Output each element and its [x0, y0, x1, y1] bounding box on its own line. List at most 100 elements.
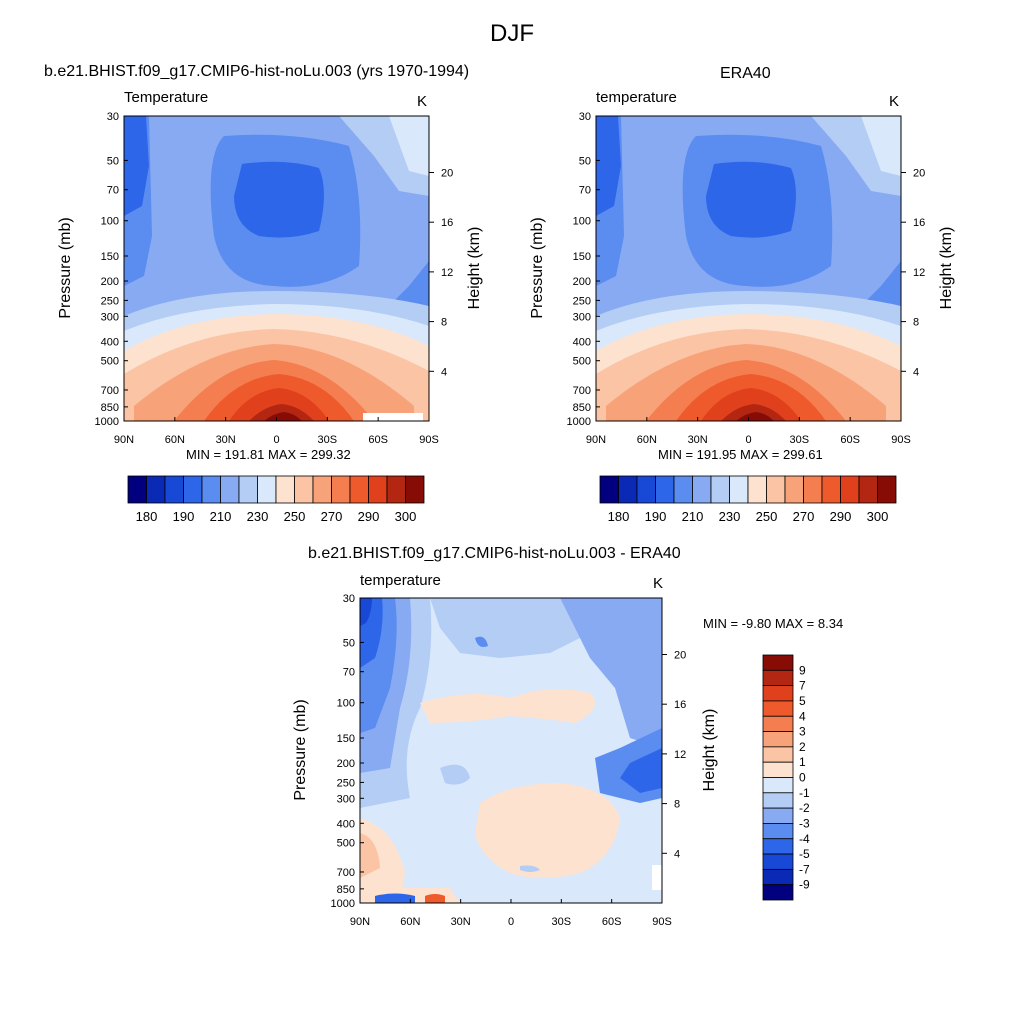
diff-contour-field — [360, 598, 662, 903]
diff-pressure-tick-label: 300 — [337, 793, 355, 805]
era-panel-title: ERA40 — [720, 65, 771, 82]
era-lat-tick-label: 60N — [637, 434, 657, 446]
model-cb-colorbar-box — [257, 475, 277, 504]
era-cb-colorbar-label: 210 — [682, 509, 704, 524]
diff-cb-colorbar-box — [762, 685, 794, 702]
model-cb-colorbar-box — [331, 475, 351, 504]
diff-cb-colorbar-box — [762, 868, 794, 886]
model-pressure-tick-label: 70 — [107, 185, 119, 197]
diff-ylabel-pressure: Pressure (mb) — [292, 699, 309, 800]
diff-cb-colorbar-box — [762, 792, 794, 809]
era-pressure-tick-label: 70 — [579, 185, 591, 197]
era-height-tick-label: 12 — [913, 267, 925, 279]
diff-cb-colorbar-label: 0 — [799, 771, 806, 785]
model-cb-colorbar-box — [183, 475, 203, 504]
diff-cb-colorbar-label: 1 — [799, 755, 806, 769]
diff-pressure-tick-label: 200 — [337, 758, 355, 770]
era-lat-tick-label: 90N — [586, 434, 606, 446]
diff-cb-colorbar-box — [762, 746, 794, 763]
diff-cb-colorbar-label: 3 — [799, 725, 806, 739]
era-ylabel-height: Height (km) — [938, 227, 955, 310]
era-ylabel-pressure: Pressure (mb) — [529, 217, 546, 318]
era-pressure-tick-label: 250 — [573, 295, 591, 307]
model-pressure-tick-label: 50 — [107, 155, 119, 167]
model-variable-label: Temperature — [124, 89, 209, 106]
model-height-tick-label: 12 — [441, 267, 453, 279]
diff-height-tick-label: 16 — [674, 699, 686, 711]
era-minmax: MIN = 191.95 MAX = 299.61 — [658, 447, 823, 462]
era-lat-tick-label: 30S — [790, 434, 810, 446]
diff-ylabel-height: Height (km) — [701, 709, 718, 792]
diff-cb-colorbar-box — [762, 884, 794, 901]
model-pressure-tick-label: 400 — [101, 336, 119, 348]
model-cb-colorbar-label: 210 — [210, 509, 232, 524]
diff-height-tick-label: 8 — [674, 799, 680, 811]
diff-lat-tick-label: 30N — [451, 916, 471, 928]
model-pressure-tick-label: 300 — [101, 311, 119, 323]
era-cb-colorbar-box — [710, 475, 730, 504]
era-lat-tick-label: 90S — [891, 434, 911, 446]
model-pressure-tick-label: 150 — [101, 251, 119, 263]
model-lat-tick-label: 90S — [419, 434, 439, 446]
era-height-tick-label: 20 — [913, 167, 925, 179]
diff-cb-colorbar-label: -9 — [799, 878, 810, 892]
axis-ticks-layer: 3050701001502002503004005007008501000201… — [95, 111, 926, 928]
era-pressure-tick-label: 200 — [573, 276, 591, 288]
model-cb-colorbar-label: 250 — [284, 509, 306, 524]
model-pressure-tick-label: 250 — [101, 295, 119, 307]
model-lat-tick-label: 60S — [368, 434, 388, 446]
era-pressure-tick-label: 1000 — [567, 416, 591, 428]
model-pressure-tick-label: 200 — [101, 276, 119, 288]
era-pressure-tick-label: 500 — [573, 356, 591, 368]
diff-cb-colorbar-box — [762, 700, 794, 717]
era-cb-colorbar-label: 270 — [793, 509, 815, 524]
era-height-tick-label: 8 — [913, 317, 919, 329]
model-cb-colorbar-box — [275, 475, 295, 504]
model-cb-colorbar-box — [201, 475, 221, 504]
diff-lat-tick-label: 30S — [552, 916, 572, 928]
model-pressure-tick-label: 30 — [107, 111, 119, 123]
era-height-tick-label: 16 — [913, 217, 925, 229]
diff-cb-colorbar-label: 2 — [799, 740, 806, 754]
era-lat-tick-label: 30N — [688, 434, 708, 446]
diff-pressure-tick-label: 1000 — [331, 898, 355, 910]
era-pressure-tick-label: 100 — [573, 216, 591, 228]
model-cb-colorbar-box — [312, 475, 332, 504]
model-pressure-tick-label: 500 — [101, 356, 119, 368]
diff-cb-colorbar-box — [762, 654, 794, 671]
diff-cb-colorbar-box — [762, 669, 794, 687]
era-pressure-tick-label: 300 — [573, 311, 591, 323]
model-cb-colorbar-box — [294, 475, 314, 504]
model-minmax: MIN = 191.81 MAX = 299.32 — [186, 447, 351, 462]
diff-pressure-tick-label: 400 — [337, 818, 355, 830]
era-cb-colorbar-label: 300 — [867, 509, 889, 524]
era-lat-tick-label: 60S — [840, 434, 860, 446]
era-contour-field — [596, 116, 901, 421]
diff-cb-colorbar-box — [762, 807, 794, 824]
era-cb-colorbar-label: 190 — [645, 509, 667, 524]
diff-units-label: K — [653, 575, 664, 592]
model-pressure-tick-label: 100 — [101, 216, 119, 228]
era-units-label: K — [889, 93, 900, 110]
model-pressure-tick-label: 1000 — [95, 416, 119, 428]
model-cb-colorbar-label: 180 — [136, 509, 158, 524]
model-lat-tick-label: 0 — [273, 434, 279, 446]
diff-cb-colorbar-label: -5 — [799, 847, 810, 861]
diff-pressure-tick-label: 50 — [343, 637, 355, 649]
model-ylabel-pressure: Pressure (mb) — [57, 217, 74, 318]
diff-height-tick-label: 4 — [674, 848, 680, 860]
model-pressure-tick-label: 850 — [101, 402, 119, 414]
diff-cb-colorbar-box — [762, 777, 794, 794]
era-cb-colorbar-box — [655, 475, 675, 504]
era-cb-colorbar-box — [729, 475, 749, 504]
era-cb-colorbar-label: 230 — [719, 509, 741, 524]
diff-cb-colorbar-label: -7 — [799, 862, 810, 876]
diff-lat-tick-label: 90N — [350, 916, 370, 928]
model-height-tick-label: 20 — [441, 167, 453, 179]
era-height-tick-label: 4 — [913, 366, 919, 378]
era-cb-colorbar-label: 250 — [756, 509, 778, 524]
model-cb-colorbar-box — [127, 475, 147, 504]
diff-pressure-tick-label: 100 — [337, 698, 355, 710]
diff-cb-colorbar-label: 7 — [799, 679, 806, 693]
